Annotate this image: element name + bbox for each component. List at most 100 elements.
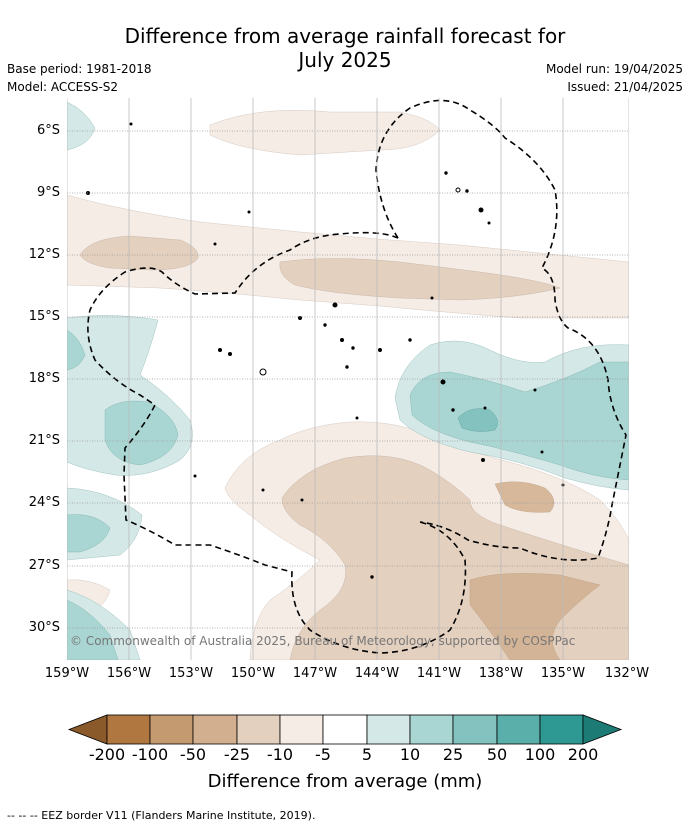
eez-border-french-polynesia — [375, 99, 627, 561]
model-name: Model: ACCESS-S2 — [7, 80, 119, 94]
island — [345, 365, 349, 369]
colorbar-extend-low — [67, 714, 108, 745]
island — [451, 408, 455, 412]
colorbar-label: -25 — [223, 745, 251, 764]
wet-region-far-southwest-mid — [67, 599, 119, 660]
dry-region-south-dark — [469, 573, 601, 660]
colorbar-label: 25 — [442, 745, 464, 764]
lon-label: 153°W — [168, 666, 214, 681]
meta-left: Base period: 1981-2018 Model: ACCESS-S2 — [7, 60, 152, 96]
colorbar-bin — [496, 714, 541, 745]
island — [213, 242, 217, 246]
colorbar-label: 50 — [486, 745, 508, 764]
island — [455, 187, 461, 193]
island — [298, 316, 302, 320]
colorbar-bin — [409, 714, 454, 745]
island — [351, 346, 355, 350]
lon-label: 138°W — [478, 666, 524, 681]
island — [440, 379, 446, 385]
wet-region-east-mid — [409, 361, 629, 481]
island — [487, 221, 491, 225]
island — [332, 302, 338, 308]
island — [323, 323, 327, 327]
lon-label: 135°W — [540, 666, 586, 681]
lat-label: 21°S — [28, 433, 60, 448]
lat-label: 12°S — [28, 247, 60, 262]
island — [540, 450, 544, 454]
copyright-notice: © Commonwealth of Australia 2025, Bureau… — [70, 634, 576, 648]
island — [193, 474, 197, 478]
colorbar-label: 200 — [567, 745, 599, 764]
island — [370, 575, 374, 579]
dry-region-band-mid-west — [79, 235, 199, 271]
colorbar-label: -5 — [315, 745, 331, 764]
colorbar-bin — [236, 714, 281, 745]
dry-region-band-mid-east — [279, 258, 561, 301]
island — [533, 388, 537, 392]
colorbar-bin — [192, 714, 238, 745]
colorbar-bin — [539, 714, 584, 745]
lon-label: 147°W — [292, 666, 338, 681]
island — [444, 171, 448, 175]
island — [259, 368, 267, 376]
lon-label: 150°W — [230, 666, 276, 681]
lon-label: 144°W — [354, 666, 400, 681]
meta-right: Model run: 19/04/2025 Issued: 21/04/2025 — [546, 60, 683, 96]
lat-label: 18°S — [28, 371, 60, 386]
island — [483, 406, 487, 410]
map-area — [67, 98, 629, 660]
colorbar-label: -200 — [88, 745, 126, 764]
title-line-2: July 2025 — [298, 48, 392, 72]
wet-region-west-edge — [67, 329, 86, 371]
island — [430, 296, 434, 300]
island — [378, 348, 382, 352]
lat-label: 9°S — [36, 185, 60, 200]
lon-label: 141°W — [416, 666, 462, 681]
wet-region-east-dark — [457, 408, 498, 432]
colorbar-label: -50 — [179, 745, 207, 764]
island — [261, 488, 265, 492]
island — [228, 352, 232, 356]
colorbar-bin — [106, 714, 151, 745]
islands — [86, 122, 565, 579]
colorbar-label: -10 — [266, 745, 294, 764]
base-period: Base period: 1981-2018 — [7, 62, 152, 76]
map-title: Difference from average rainfall forecas… — [0, 24, 690, 72]
island — [247, 210, 251, 214]
lat-label: 30°S — [28, 620, 60, 635]
colorbar-title: Difference from average (mm) — [207, 771, 483, 792]
model-run: Model run: 19/04/2025 — [545, 62, 683, 76]
gridlines — [67, 98, 629, 660]
colorbar-extend-high — [582, 714, 623, 745]
issued-date: Issued: 21/04/2025 — [567, 80, 683, 94]
wet-region-nw — [67, 101, 96, 151]
island — [478, 207, 484, 213]
colorbar-label: 100 — [524, 745, 556, 764]
lat-label: 27°S — [28, 558, 60, 573]
colorbar-bin — [452, 714, 498, 745]
colorbar-label: -100 — [131, 745, 169, 764]
colorbar-label: 10 — [399, 745, 421, 764]
eez-footnote: -- -- -- EEZ border V11 (Flanders Marine… — [7, 809, 316, 822]
island — [408, 338, 412, 342]
island — [300, 498, 304, 502]
lon-label: 159°W — [44, 666, 90, 681]
island — [465, 189, 469, 193]
colorbar-label: 5 — [361, 745, 373, 764]
colorbar-bin — [279, 714, 324, 745]
lat-label: 15°S — [28, 309, 60, 324]
colorbar — [67, 714, 623, 745]
lat-label: 6°S — [36, 123, 60, 138]
lon-label: 156°W — [106, 666, 152, 681]
title-line-1: Difference from average rainfall forecas… — [124, 24, 566, 48]
colorbar-bin — [322, 714, 368, 745]
dry-region-south-dark-small — [494, 481, 555, 513]
island — [355, 416, 359, 420]
island — [129, 122, 133, 126]
island — [481, 458, 485, 462]
wet-region-southwest-mid — [67, 514, 111, 553]
dry-region-north — [209, 109, 441, 156]
eez-border-cook-islands — [87, 231, 467, 654]
island — [218, 348, 222, 352]
